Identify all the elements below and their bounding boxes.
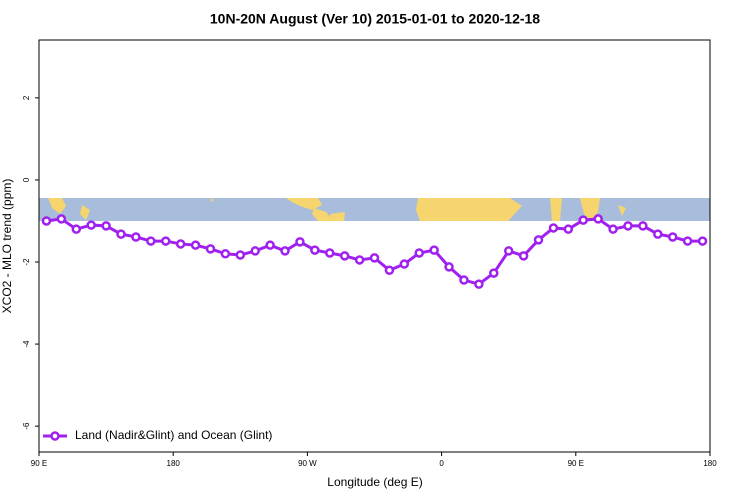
data-point bbox=[369, 253, 380, 263]
data-point bbox=[354, 255, 365, 265]
data-point bbox=[235, 250, 246, 260]
data-point bbox=[548, 223, 559, 233]
y-tick-label: -2 bbox=[22, 258, 31, 266]
data-point bbox=[653, 229, 663, 239]
data-point bbox=[578, 215, 589, 225]
data-point bbox=[399, 259, 410, 269]
data-point bbox=[56, 214, 67, 224]
data-point bbox=[265, 240, 275, 250]
data-point bbox=[250, 246, 260, 256]
legend-marker bbox=[50, 431, 60, 441]
y-tick-label: 0 bbox=[22, 177, 31, 182]
data-point bbox=[71, 224, 82, 234]
series-line bbox=[46, 217, 703, 286]
data-point bbox=[220, 249, 231, 259]
data-point bbox=[667, 232, 678, 242]
data-point bbox=[146, 236, 156, 246]
x-tick-label: 90 E bbox=[31, 459, 47, 468]
data-point bbox=[474, 279, 484, 289]
data-point bbox=[593, 214, 603, 224]
data-point bbox=[190, 240, 201, 250]
data-point bbox=[429, 245, 439, 255]
data-point bbox=[295, 237, 305, 247]
data-point bbox=[160, 236, 171, 246]
y-tick-label: -6 bbox=[22, 422, 31, 430]
x-tick-label: 180 bbox=[703, 459, 717, 468]
data-point bbox=[608, 224, 618, 234]
data-point bbox=[414, 248, 424, 258]
y-tick-label: 2 bbox=[22, 95, 31, 100]
data-point bbox=[518, 251, 529, 261]
data-point bbox=[563, 224, 574, 234]
data-point bbox=[280, 246, 290, 256]
data-point bbox=[175, 239, 186, 249]
data-point bbox=[459, 275, 469, 285]
x-tick-label: 180 bbox=[167, 459, 181, 468]
data-point bbox=[325, 248, 335, 258]
plot-frame bbox=[38, 39, 711, 453]
x-tick-label: 90 E bbox=[568, 459, 584, 468]
data-point bbox=[489, 268, 499, 278]
data-point bbox=[86, 220, 96, 230]
x-axis-label: Longitude (deg E) bbox=[327, 475, 422, 489]
data-point bbox=[116, 229, 126, 239]
data-point bbox=[41, 216, 52, 226]
data-point bbox=[205, 244, 216, 254]
x-tick-label: 0 bbox=[439, 459, 444, 468]
data-point bbox=[638, 221, 648, 231]
y-tick-label: -4 bbox=[22, 340, 31, 348]
data-point bbox=[503, 246, 514, 256]
data-point bbox=[682, 236, 693, 246]
data-point bbox=[623, 221, 633, 231]
x-tick-label: 90 W bbox=[298, 459, 317, 468]
data-point bbox=[533, 235, 544, 245]
chart-title: 10N-20N August (Ver 10) 2015-01-01 to 20… bbox=[210, 11, 540, 27]
data-point bbox=[444, 262, 454, 272]
legend-label: Land (Nadir&Glint) and Ocean (Glint) bbox=[75, 428, 272, 442]
data-point bbox=[339, 251, 350, 261]
data-point bbox=[101, 221, 111, 231]
data-point bbox=[384, 265, 395, 275]
data-point bbox=[697, 236, 708, 246]
map-strip bbox=[39, 198, 710, 221]
y-axis-label: XCO2 - MLO trend (ppm) bbox=[0, 179, 14, 314]
data-point bbox=[131, 232, 141, 242]
data-point bbox=[310, 245, 320, 255]
